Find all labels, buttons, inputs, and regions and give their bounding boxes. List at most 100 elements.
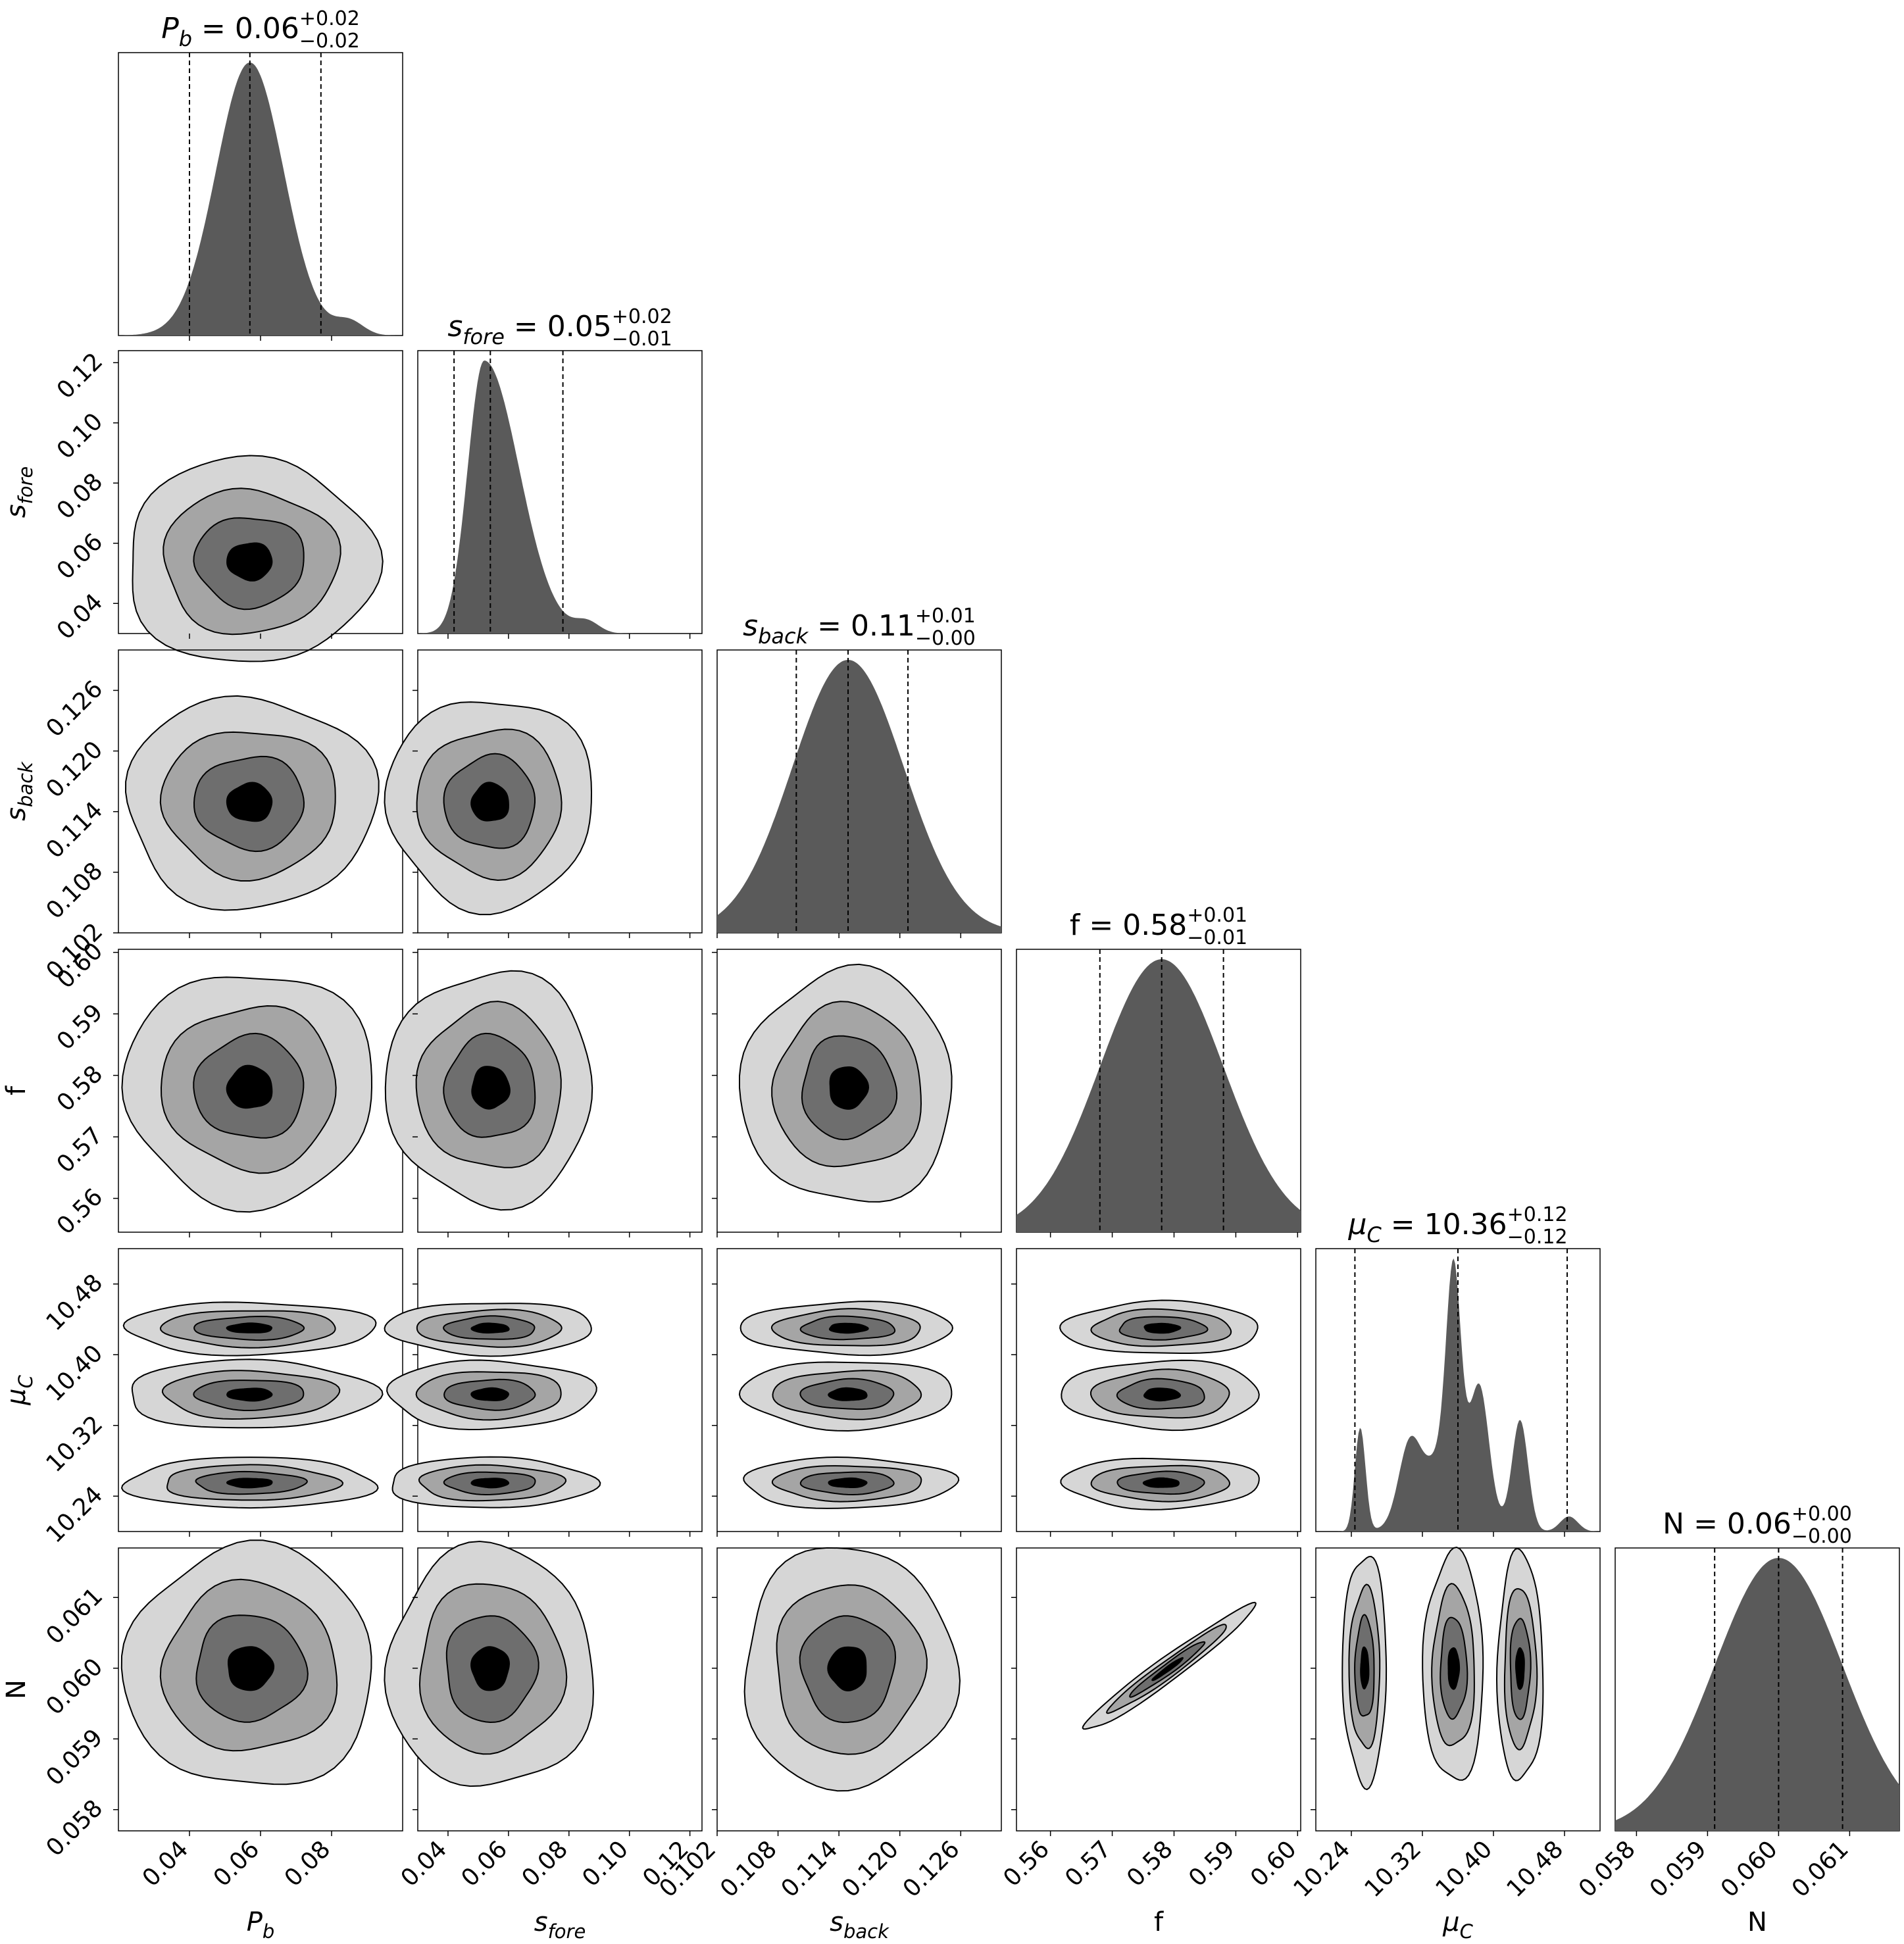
x-axis-label-Pb: Pb bbox=[247, 1907, 275, 1943]
y-tick-label: 0.59 bbox=[52, 999, 109, 1056]
x-tick-label: 0.58 bbox=[1122, 1835, 1178, 1892]
title-N: N = 0.06+0.00 −0.00 bbox=[1663, 1503, 1852, 1548]
x-tick-label: 0.04 bbox=[396, 1835, 453, 1892]
contour-level-4 bbox=[470, 1387, 509, 1401]
x-tick-label: 0.08 bbox=[516, 1835, 573, 1892]
contour-level-4 bbox=[1515, 1647, 1525, 1690]
contour-panel-f-N bbox=[1016, 1547, 1301, 1832]
x-tick-label: 0.56 bbox=[998, 1835, 1055, 1892]
x-tick-label: 0.06 bbox=[457, 1835, 513, 1892]
x-tick-label: 0.108 bbox=[715, 1835, 782, 1903]
title-sfore: sfore = 0.05+0.02 −0.01 bbox=[447, 305, 672, 351]
contour-level-4 bbox=[1142, 1477, 1180, 1488]
y-tick-label: 0.57 bbox=[52, 1122, 109, 1178]
contour-level-4 bbox=[1143, 1322, 1182, 1334]
histogram-fill-Pb bbox=[118, 62, 403, 336]
x-tick-label: 0.059 bbox=[1645, 1835, 1712, 1903]
y-tick-label: 0.058 bbox=[41, 1795, 108, 1862]
x-tick-label: 10.48 bbox=[1501, 1835, 1568, 1903]
x-tick-label: 0.058 bbox=[1574, 1835, 1641, 1903]
contour-level-4 bbox=[226, 1322, 272, 1333]
contour-level-4 bbox=[828, 1477, 868, 1488]
y-tick-label: 10.24 bbox=[41, 1482, 108, 1549]
histogram-fill-f bbox=[1016, 959, 1301, 1232]
contour-level-4 bbox=[228, 1646, 275, 1691]
contour-level-4 bbox=[470, 1322, 510, 1333]
y-tick-label: 0.10 bbox=[52, 408, 109, 464]
histogram-N: N = 0.06+0.00 −0.00 bbox=[1615, 1503, 1900, 1832]
y-tick-label: 10.32 bbox=[41, 1410, 108, 1478]
contour-panel-f-muC bbox=[1016, 1248, 1301, 1532]
x-tick-label: 0.061 bbox=[1787, 1835, 1854, 1903]
y-axis-label-muC: μC bbox=[1, 1374, 37, 1405]
y-axis-label-f: f bbox=[1, 1085, 32, 1095]
histogram-sfore: sfore = 0.05+0.02 −0.01 bbox=[417, 305, 703, 634]
contour-level-4 bbox=[828, 1387, 868, 1401]
contour-panel-Pb-f bbox=[118, 949, 403, 1233]
contour-panel-muC-N bbox=[1315, 1546, 1601, 1832]
contour-level-4 bbox=[226, 1064, 273, 1109]
y-tick-label: 0.58 bbox=[52, 1060, 109, 1117]
title-f: f = 0.58+0.01 −0.01 bbox=[1070, 904, 1247, 949]
contour-panel-sback-N bbox=[716, 1547, 1002, 1832]
y-tick-label: 0.56 bbox=[52, 1184, 109, 1240]
contour-level-4 bbox=[1143, 1387, 1182, 1402]
x-tick-label: 0.120 bbox=[837, 1835, 904, 1903]
y-axis-label-sback: sback bbox=[1, 761, 37, 821]
contour-level-4 bbox=[471, 1066, 511, 1110]
histogram-sback: sback = 0.11+0.01 −0.00 bbox=[716, 605, 1002, 934]
panel-frame bbox=[1016, 1248, 1301, 1532]
x-axis-label-muC: μC bbox=[1442, 1907, 1473, 1943]
histogram-muC: μC = 10.36+0.12 −0.12 bbox=[1315, 1203, 1601, 1532]
contour-panel-Pb-sfore bbox=[118, 350, 403, 662]
contour-panel-sfore-f bbox=[384, 949, 703, 1233]
x-tick-label: 10.40 bbox=[1430, 1835, 1497, 1903]
contour-level-4 bbox=[1360, 1646, 1370, 1690]
panel-frame bbox=[716, 1547, 1002, 1832]
x-tick-label: 0.10 bbox=[577, 1835, 634, 1892]
histogram-fill-N bbox=[1615, 1558, 1899, 1831]
y-tick-label: 0.120 bbox=[41, 736, 108, 803]
title-sback: sback = 0.11+0.01 −0.00 bbox=[743, 605, 976, 650]
histogram-Pb: Pb = 0.06+0.02 −0.02 bbox=[118, 7, 403, 336]
contour-panel-Pb-N bbox=[118, 1539, 403, 1832]
title-muC: μC = 10.36+0.12 −0.12 bbox=[1347, 1203, 1567, 1249]
y-tick-label: 0.126 bbox=[41, 676, 108, 743]
x-tick-label: 0.08 bbox=[280, 1835, 336, 1892]
x-axis-label-f: f bbox=[1154, 1907, 1164, 1937]
contour-level-4 bbox=[829, 1066, 870, 1110]
y-tick-label: 0.060 bbox=[41, 1653, 108, 1720]
y-axis-label-N: N bbox=[1, 1680, 32, 1699]
y-tick-label: 0.059 bbox=[41, 1724, 108, 1791]
x-tick-label: 10.32 bbox=[1359, 1835, 1426, 1903]
y-tick-label: 0.114 bbox=[41, 797, 108, 864]
histogram-f: f = 0.58+0.01 −0.01 bbox=[1016, 904, 1301, 1233]
x-tick-label: 0.04 bbox=[138, 1835, 194, 1892]
contour-level-4 bbox=[828, 1322, 869, 1334]
histogram-fill-sfore bbox=[418, 361, 702, 634]
histogram-fill-sback bbox=[717, 660, 1001, 933]
contour-level-4 bbox=[1447, 1647, 1461, 1690]
panel-frame bbox=[716, 949, 1002, 1233]
x-tick-label: 10.24 bbox=[1288, 1835, 1355, 1903]
x-tick-label: 0.060 bbox=[1716, 1835, 1783, 1903]
contour-level-4 bbox=[470, 782, 509, 822]
contour-panel-Pb-sback bbox=[118, 649, 403, 934]
y-axis-label-sfore: sfore bbox=[1, 466, 37, 518]
x-tick-label: 0.57 bbox=[1060, 1835, 1116, 1892]
title-Pb: Pb = 0.06+0.02 −0.02 bbox=[161, 7, 360, 53]
y-tick-label: 0.061 bbox=[41, 1583, 108, 1650]
x-tick-label: 0.126 bbox=[898, 1835, 965, 1903]
x-axis-label-sback: sback bbox=[830, 1907, 889, 1943]
contour-level-4 bbox=[226, 1387, 273, 1402]
contour-level-4 bbox=[226, 1478, 273, 1489]
contour-panel-sback-muC bbox=[716, 1248, 1002, 1532]
x-tick-label: 0.59 bbox=[1184, 1835, 1240, 1892]
contour-level-4 bbox=[1151, 1657, 1184, 1682]
contour-level-4 bbox=[226, 782, 273, 822]
y-tick-label: 10.40 bbox=[41, 1340, 108, 1407]
x-tick-label: 0.06 bbox=[209, 1835, 265, 1892]
y-tick-label: 10.48 bbox=[41, 1269, 108, 1336]
contour-panel-Pb-muC bbox=[118, 1248, 403, 1532]
